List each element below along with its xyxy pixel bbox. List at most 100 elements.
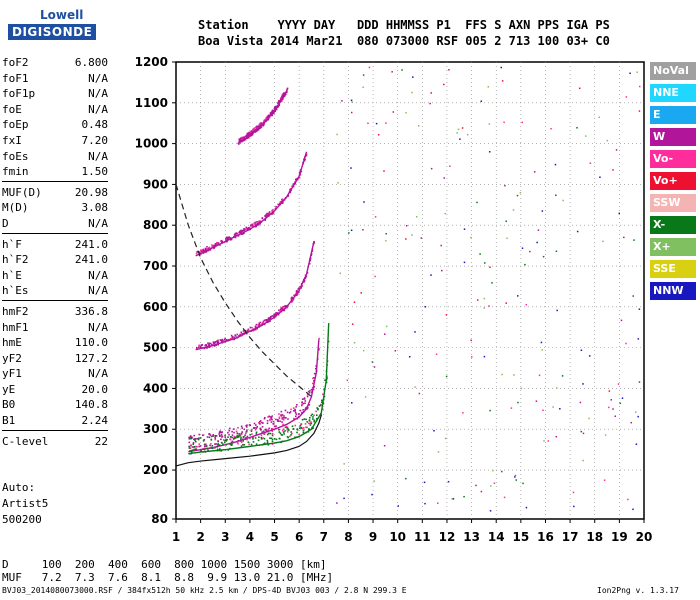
echo-point xyxy=(301,401,303,403)
noise-point xyxy=(519,192,522,194)
echo-point xyxy=(240,441,243,444)
echo-point xyxy=(296,293,299,295)
echo-point xyxy=(271,443,274,445)
echo-point xyxy=(292,183,295,185)
noise-point xyxy=(412,76,414,78)
noise-point xyxy=(459,138,461,140)
noise-point xyxy=(555,435,558,438)
echo-point xyxy=(215,244,217,247)
noise-point xyxy=(383,170,385,172)
param-value: 127.2 xyxy=(74,351,108,365)
echo-point xyxy=(192,443,195,446)
noise-point xyxy=(524,263,526,266)
echo-point xyxy=(255,328,257,331)
echo-point xyxy=(279,308,282,311)
echo-point xyxy=(229,238,232,241)
noise-point xyxy=(437,502,439,504)
echo-point xyxy=(242,440,245,442)
echo-point xyxy=(300,423,302,425)
echo-point xyxy=(305,418,307,421)
echo-point xyxy=(245,424,247,427)
echo-point xyxy=(286,430,289,433)
noise-point xyxy=(555,250,558,253)
echo-point xyxy=(199,346,202,349)
echo-point xyxy=(282,428,285,430)
noise-point xyxy=(487,86,490,88)
echo-point xyxy=(263,432,266,435)
noise-point xyxy=(401,69,403,71)
noise-point xyxy=(423,481,426,484)
echo-point xyxy=(237,436,240,438)
echo-point xyxy=(232,438,235,440)
echo-point xyxy=(223,441,226,444)
echo-point xyxy=(252,436,254,439)
echo-point xyxy=(205,445,208,447)
echo-point xyxy=(268,211,271,213)
echo-point xyxy=(248,131,250,134)
echo-point xyxy=(278,428,280,431)
noise-point xyxy=(556,387,558,389)
echo-point xyxy=(286,87,289,90)
echo-point xyxy=(230,436,232,438)
electron-density-profile xyxy=(175,414,322,467)
noise-point xyxy=(480,490,483,493)
param-value: N/A xyxy=(88,149,108,163)
param-key: yE xyxy=(2,382,16,396)
echo-point xyxy=(188,436,190,439)
echo-trace xyxy=(196,240,316,350)
echo-point xyxy=(243,136,245,138)
noise-point xyxy=(341,100,343,102)
muf-line: MUF 7.2 7.3 7.6 8.1 8.8 9.9 13.0 21.0 [M… xyxy=(2,571,334,584)
echo-point xyxy=(260,122,263,124)
echo-point xyxy=(246,332,248,335)
noise-point xyxy=(350,402,353,404)
echo-point xyxy=(290,431,292,433)
echo-point xyxy=(243,443,246,446)
echo-point xyxy=(237,235,240,237)
noise-point xyxy=(561,375,564,377)
param-row: h`F 241.0 xyxy=(2,237,108,253)
header-values: Boa Vista 2014 Mar21 080 073000 RSF 005 … xyxy=(198,34,610,48)
echo-point xyxy=(214,443,216,445)
echo-point xyxy=(188,437,191,440)
noise-point xyxy=(461,127,464,129)
echo-point xyxy=(250,443,253,446)
echo-point xyxy=(246,137,248,139)
noise-point xyxy=(443,177,445,179)
echo-point xyxy=(270,112,273,114)
echo-point xyxy=(256,327,259,330)
x-tick-label: 11 xyxy=(414,530,431,544)
noise-point xyxy=(392,111,395,113)
noise-point xyxy=(514,474,517,477)
echo-point xyxy=(268,317,270,319)
echo-point xyxy=(239,333,241,336)
echo-point xyxy=(271,440,274,443)
echo-point xyxy=(241,229,243,232)
param-separator xyxy=(2,180,108,184)
echo-point xyxy=(236,441,239,444)
echo-point xyxy=(312,380,315,382)
echo-point xyxy=(279,201,282,204)
echo-point xyxy=(280,415,283,417)
echo-point xyxy=(221,431,223,433)
noise-point xyxy=(552,406,554,408)
logo-digisonde: DIGISONDE xyxy=(8,24,97,40)
echo-point xyxy=(257,323,260,326)
x-tick-label: 6 xyxy=(295,530,303,544)
noise-point xyxy=(336,502,338,504)
echo-point xyxy=(227,449,230,451)
param-row: yF2 127.2 xyxy=(2,351,108,367)
param-row: foEp 0.48 xyxy=(2,117,108,133)
noise-point xyxy=(513,374,515,376)
noise-point xyxy=(618,212,621,215)
echo-trace xyxy=(188,340,330,455)
echo-point xyxy=(209,444,211,447)
echo-point xyxy=(214,341,217,343)
echo-point xyxy=(254,437,257,439)
noise-point xyxy=(632,508,634,511)
trace-line xyxy=(188,339,320,453)
echo-point xyxy=(298,176,301,179)
echo-point xyxy=(246,429,248,431)
echo-point xyxy=(242,330,245,332)
echo-point xyxy=(199,251,201,254)
